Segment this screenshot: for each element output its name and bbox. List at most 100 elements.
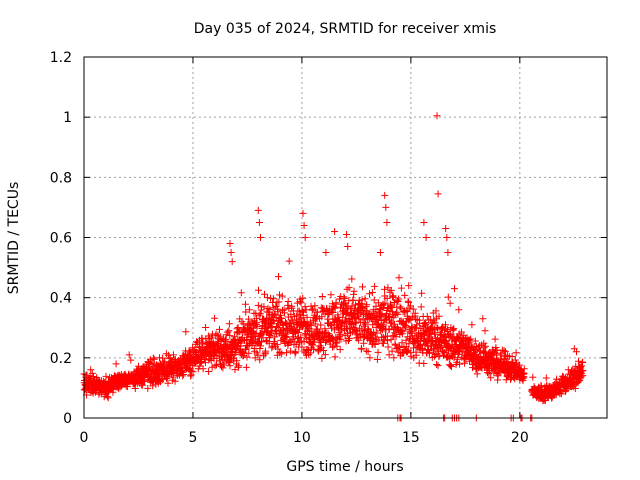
data-point xyxy=(291,328,299,336)
data-point xyxy=(226,362,234,370)
data-point xyxy=(263,294,271,302)
data-point xyxy=(410,344,417,352)
data-point xyxy=(187,367,195,375)
data-point xyxy=(262,347,269,355)
data-point xyxy=(227,249,235,256)
data-point xyxy=(355,336,363,344)
data-point xyxy=(291,349,299,357)
data-point xyxy=(146,356,154,364)
data-point xyxy=(264,315,272,323)
data-point xyxy=(349,296,357,304)
data-point xyxy=(575,357,582,365)
data-point xyxy=(209,338,217,346)
data-point xyxy=(327,308,335,316)
data-point xyxy=(225,320,233,328)
data-point xyxy=(398,339,406,347)
data-point xyxy=(245,306,253,314)
x-tick-label: 0 xyxy=(80,430,89,446)
data-point xyxy=(307,322,315,330)
data-point xyxy=(391,341,399,349)
data-point xyxy=(277,311,284,319)
data-point xyxy=(402,322,410,330)
data-point xyxy=(500,347,508,355)
data-point xyxy=(387,303,395,311)
data-point xyxy=(329,309,337,316)
data-point xyxy=(393,297,401,305)
data-point xyxy=(447,362,454,370)
data-point xyxy=(440,348,448,356)
data-point xyxy=(440,326,448,334)
data-point xyxy=(355,315,363,323)
data-point xyxy=(321,351,329,359)
data-point xyxy=(299,294,307,302)
data-point xyxy=(189,368,197,376)
data-point xyxy=(211,362,219,370)
x-tick-label: 20 xyxy=(511,430,529,446)
data-point xyxy=(295,315,303,323)
data-point xyxy=(370,296,378,304)
data-point xyxy=(307,349,315,357)
data-point xyxy=(481,327,489,335)
data-point xyxy=(381,285,388,293)
data-point xyxy=(278,292,286,300)
data-point xyxy=(226,332,234,340)
data-point xyxy=(254,351,262,359)
data-point xyxy=(169,373,177,381)
data-point xyxy=(266,329,274,337)
data-point xyxy=(179,372,187,380)
data-point xyxy=(512,349,520,357)
data-point xyxy=(300,222,308,229)
data-point xyxy=(431,330,439,338)
data-point xyxy=(381,299,389,307)
data-point xyxy=(271,333,279,341)
data-point xyxy=(159,376,167,384)
data-point xyxy=(482,342,490,350)
data-point xyxy=(395,274,403,282)
data-point xyxy=(336,346,344,354)
data-point xyxy=(448,363,455,371)
data-point xyxy=(571,385,579,392)
data-point xyxy=(420,360,428,367)
data-point xyxy=(395,295,403,303)
data-point xyxy=(332,333,340,341)
data-point xyxy=(268,344,276,352)
x-tick-label: 10 xyxy=(293,430,311,446)
data-point xyxy=(390,354,398,362)
data-point xyxy=(275,298,283,306)
data-point xyxy=(473,370,481,378)
data-point xyxy=(362,347,370,355)
data-point xyxy=(257,234,264,241)
data-point xyxy=(433,112,441,120)
data-point xyxy=(381,191,389,199)
data-point xyxy=(268,328,276,336)
data-point xyxy=(388,347,396,355)
data-point xyxy=(373,329,381,337)
data-point xyxy=(233,357,241,365)
data-point xyxy=(435,312,443,320)
data-point xyxy=(88,369,96,377)
data-point xyxy=(322,249,330,256)
data-point xyxy=(374,299,382,307)
data-point xyxy=(310,311,318,319)
data-point xyxy=(283,349,290,357)
data-point xyxy=(405,282,413,290)
data-point xyxy=(255,311,263,319)
data-point xyxy=(418,289,426,297)
data-point xyxy=(420,219,428,226)
data-point xyxy=(199,338,207,346)
data-point xyxy=(426,333,434,341)
data-point xyxy=(87,366,95,374)
data-point xyxy=(557,390,565,398)
data-point xyxy=(370,328,378,336)
data-point xyxy=(360,339,368,347)
data-point xyxy=(149,354,157,362)
data-point xyxy=(431,319,439,327)
data-point xyxy=(211,314,219,322)
data-point xyxy=(242,363,250,371)
data-point xyxy=(308,306,316,314)
data-point xyxy=(494,370,502,378)
data-point xyxy=(397,284,405,292)
data-point xyxy=(299,209,307,217)
data-point xyxy=(401,291,409,299)
